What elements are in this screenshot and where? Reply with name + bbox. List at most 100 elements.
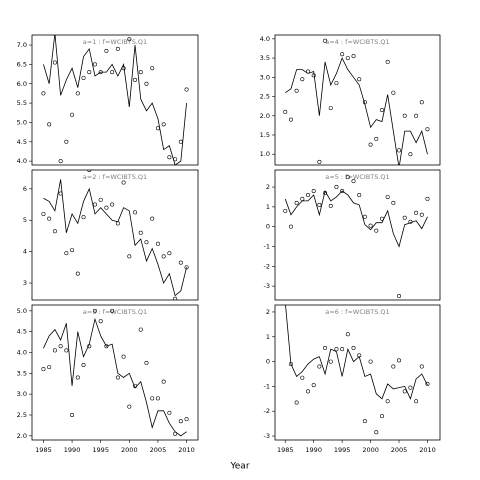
observed-point: [173, 157, 178, 162]
fit-line: [285, 57, 428, 165]
observed-point: [81, 215, 86, 220]
y-tick-label: 2.0: [260, 112, 270, 120]
observed-point: [75, 375, 80, 380]
observed-point: [121, 354, 126, 359]
observed-point: [362, 214, 367, 219]
observed-point: [323, 38, 328, 43]
fit-line: [43, 317, 187, 437]
observed-point: [41, 91, 46, 96]
observed-point: [340, 189, 345, 194]
observed-point: [351, 54, 356, 59]
observed-point: [425, 381, 430, 386]
observed-point: [402, 215, 407, 220]
y-tick-label: 0: [266, 223, 270, 231]
observed-point: [138, 327, 143, 332]
y-tick-label: 1: [266, 333, 270, 341]
observed-point: [98, 197, 103, 202]
observed-point: [368, 223, 373, 228]
y-tick-label: 7.0: [17, 41, 27, 49]
observed-point: [374, 430, 379, 435]
observed-point: [155, 396, 160, 401]
observed-point: [351, 179, 356, 184]
y-tick-label: -2: [264, 407, 270, 415]
observed-point: [368, 359, 373, 364]
observed-point: [408, 219, 413, 224]
panel-frame: [274, 34, 441, 166]
observed-point: [284, 293, 287, 296]
observed-point: [104, 48, 109, 53]
y-tick-label: 2.5: [260, 93, 270, 101]
y-tick-label: 5.0: [17, 118, 27, 126]
y-tick-label: 4.5: [17, 328, 27, 336]
observed-point: [133, 77, 138, 82]
observed-point: [294, 200, 299, 205]
x-tick-label: 1990: [64, 446, 81, 454]
panel-title: a=1 : f=WCIBTS.Q1: [83, 38, 147, 46]
observed-point: [408, 152, 413, 157]
observed-point: [81, 362, 86, 367]
observed-point: [155, 126, 160, 131]
observed-point: [402, 113, 407, 118]
x-tick-label: 1985: [277, 446, 294, 454]
observed-point: [414, 210, 419, 215]
y-tick-label: 1: [266, 203, 270, 211]
observed-point: [305, 389, 310, 394]
x-tick-label: 2000: [121, 446, 138, 454]
observed-point: [317, 159, 322, 164]
observed-point: [305, 69, 310, 74]
observed-point: [155, 241, 160, 246]
panel-frame: [274, 169, 441, 301]
observed-point: [334, 347, 339, 352]
observed-point: [47, 122, 52, 127]
observed-point: [144, 360, 149, 365]
observed-point: [425, 196, 430, 201]
observed-point: [362, 100, 367, 105]
observed-point: [150, 396, 155, 401]
fit-line: [284, 189, 428, 248]
observed-point: [87, 170, 92, 172]
y-tick-label: 5: [23, 216, 27, 224]
observed-point: [150, 216, 155, 221]
observed-point: [414, 113, 419, 118]
x-tick-label: 2010: [178, 446, 195, 454]
observed-point: [184, 417, 189, 422]
observed-point: [362, 419, 367, 424]
observed-point: [81, 75, 86, 80]
observed-point: [351, 345, 356, 350]
observed-point: [70, 412, 75, 417]
y-tick-label: -2: [264, 262, 270, 270]
x-tick-label: 2005: [391, 446, 408, 454]
observed-point: [173, 431, 178, 436]
panel-frame: [31, 169, 199, 301]
observed-point: [379, 414, 384, 419]
observed-point: [311, 189, 316, 194]
observed-point: [340, 347, 345, 352]
observed-point: [397, 148, 402, 153]
observed-point: [305, 192, 310, 197]
observed-point: [294, 400, 299, 405]
observed-point: [391, 90, 396, 95]
observed-point: [328, 106, 333, 111]
y-tick-label: 2.5: [17, 411, 27, 419]
observed-point: [41, 211, 46, 216]
observed-point: [70, 248, 75, 253]
y-tick-label: 0: [266, 358, 270, 366]
observed-point: [374, 136, 379, 141]
panel-frame: [274, 304, 441, 441]
observed-point: [283, 109, 288, 114]
panel-frame: [31, 304, 199, 441]
observed-point: [110, 308, 115, 313]
fit-line: [43, 35, 187, 165]
observed-point: [121, 180, 126, 185]
observed-point: [397, 294, 402, 299]
observed-point: [58, 159, 63, 164]
observed-point: [184, 87, 189, 92]
observed-point: [75, 271, 80, 276]
y-tick-label: 2.0: [17, 432, 27, 440]
observed-point: [87, 70, 92, 75]
observed-point: [334, 185, 339, 190]
observed-point: [167, 155, 172, 160]
observed-point: [357, 77, 362, 82]
y-tick-label: 4.0: [17, 157, 27, 165]
